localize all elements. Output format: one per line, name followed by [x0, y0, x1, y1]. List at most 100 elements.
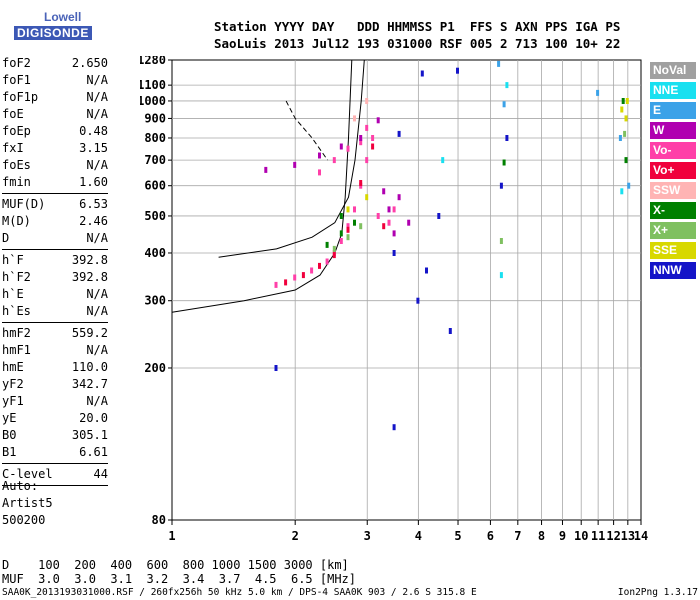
param-row: foEp 0.48 [2, 123, 108, 140]
legend-item: NNW [650, 262, 696, 279]
param-label: hmE [2, 360, 24, 374]
param-value: 392.8 [71, 270, 108, 284]
param-row: B0 305.1 [2, 427, 108, 444]
param-value: N/A [86, 287, 108, 301]
param-label: hmF1 [2, 343, 31, 357]
profile-curve [218, 59, 365, 258]
data-point [624, 157, 628, 164]
x-tick-label: 12 [606, 529, 620, 543]
footer: SAA0K_2013193031000.RSF / 260fx256h 50 k… [2, 587, 698, 598]
param-row: D N/A [2, 230, 108, 247]
data-point [392, 250, 396, 256]
param-label: fmin [2, 175, 31, 189]
data-point [318, 262, 321, 269]
x-tick-label: 3 [364, 529, 371, 543]
data-point [624, 115, 628, 122]
data-point [437, 213, 441, 219]
param-row: h`Es N/A [2, 303, 108, 320]
param-row: hmE 110.0 [2, 359, 108, 376]
y-tick-label: 600 [144, 179, 166, 193]
data-point [332, 252, 336, 259]
param-value: 342.7 [71, 377, 108, 391]
param-value: 2.46 [79, 214, 108, 228]
param-row: fxI 3.15 [2, 140, 108, 157]
param-row: foEs N/A [2, 157, 108, 174]
data-point [387, 206, 391, 213]
data-point [497, 60, 501, 67]
data-point [274, 365, 278, 371]
dmuf-line1: D 100 200 400 600 800 1000 1500 3000 [km… [2, 558, 349, 572]
data-point [339, 213, 343, 219]
param-label: C-level [2, 467, 53, 481]
data-point [346, 206, 350, 213]
param-row: foE N/A [2, 106, 108, 123]
x-tick-label: 10 [574, 529, 588, 543]
param-label: yE [2, 411, 17, 425]
x-tick-label: 13 [621, 529, 635, 543]
param-row: fmin 1.60 [2, 174, 108, 191]
data-point [332, 245, 336, 252]
param-label: foE [2, 107, 24, 121]
param-label: foEp [2, 124, 31, 138]
param-row: yE 20.0 [2, 410, 108, 427]
x-tick-label: 6 [487, 529, 494, 543]
param-divider [2, 322, 108, 323]
autoscale-info: Auto: Artist5 500200 [2, 478, 53, 529]
data-point [339, 230, 343, 237]
legend-item: X- [650, 202, 696, 219]
auto-line3: 500200 [2, 513, 46, 527]
data-point [365, 124, 369, 131]
data-point [620, 106, 624, 113]
data-point [502, 159, 506, 166]
data-point [310, 267, 314, 274]
y-tick-label: 900 [144, 111, 166, 125]
data-point [441, 157, 445, 164]
data-point [359, 135, 363, 141]
data-point [365, 157, 369, 164]
legend-item: NNE [650, 82, 696, 99]
param-label: fxI [2, 141, 24, 155]
param-label: h`E [2, 287, 24, 301]
data-point [625, 98, 629, 104]
param-value: N/A [86, 231, 108, 245]
param-row: yF2 342.7 [2, 376, 108, 393]
data-point [620, 188, 624, 195]
legend-item: SSW [650, 182, 696, 199]
legend-item: E [650, 102, 696, 119]
x-tick-label: 7 [514, 529, 521, 543]
data-point [346, 223, 350, 230]
param-label: h`F [2, 253, 24, 267]
data-point [353, 115, 356, 122]
param-row: C-level 44 [2, 466, 108, 483]
data-point [416, 297, 420, 304]
data-point [339, 143, 343, 150]
data-point [371, 135, 375, 141]
auto-line2: Artist5 [2, 496, 53, 510]
param-value: 1.60 [79, 175, 108, 189]
ionogram-chart: 1 2 3 4 5 6 7 8 9 10 11 12 1314802003004005006007008… [140, 56, 648, 543]
data-point [359, 139, 363, 146]
data-point [359, 223, 363, 230]
y-tick-label: 1280 [140, 56, 166, 67]
param-label: D [2, 231, 10, 245]
param-label: foF1p [2, 90, 39, 104]
legend-item: W [650, 122, 696, 139]
data-point [301, 272, 305, 279]
param-label: yF2 [2, 377, 24, 391]
param-row: yF1 N/A [2, 393, 108, 410]
x-tick-label: 8 [538, 529, 545, 543]
data-point [382, 188, 386, 195]
y-tick-label: 800 [144, 131, 166, 145]
data-point [499, 238, 503, 244]
param-divider [2, 193, 108, 194]
data-point [293, 161, 297, 168]
param-row: hmF2 559.2 [2, 325, 108, 342]
data-point [387, 219, 391, 226]
data-point [392, 206, 396, 213]
x-tick-label: 14 [634, 529, 648, 543]
param-row: MUF(D) 6.53 [2, 196, 108, 213]
data-point [397, 130, 401, 137]
param-value: N/A [86, 394, 108, 408]
y-tick-label: 300 [144, 294, 166, 308]
data-point [365, 98, 369, 104]
